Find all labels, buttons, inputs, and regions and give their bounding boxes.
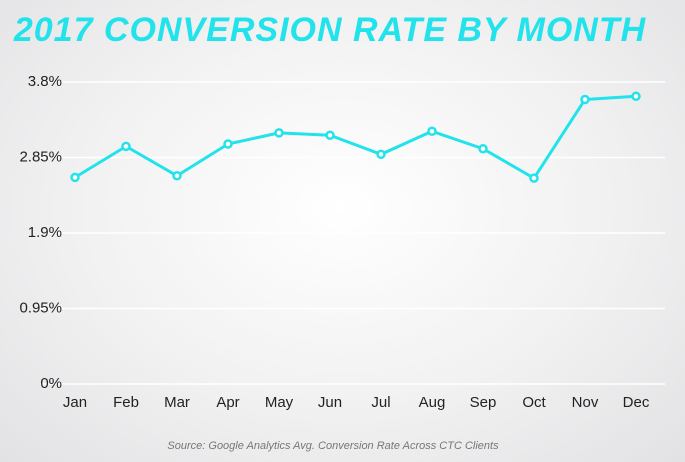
- data-point: [172, 171, 182, 181]
- data-point: [376, 149, 386, 160]
- data-point: [529, 173, 539, 183]
- y-tick-label: 0.95%: [19, 299, 62, 316]
- data-point: [580, 94, 590, 105]
- y-tick-label: 1.9%: [28, 224, 62, 241]
- data-point: [427, 126, 437, 137]
- x-tick-label: Feb: [113, 394, 139, 411]
- x-tick-label: May: [265, 394, 294, 411]
- y-tick-label: 2.85%: [19, 148, 62, 165]
- x-tick-label: Sep: [470, 394, 497, 411]
- x-tick-label: Jul: [371, 394, 390, 411]
- x-tick-label: Dec: [623, 394, 650, 411]
- x-tick-label: Jun: [318, 394, 342, 411]
- source-note: Source: Google Analytics Avg. Conversion…: [167, 440, 499, 452]
- y-tick-label: 0%: [40, 375, 62, 392]
- data-point: [274, 128, 284, 138]
- x-tick-label: Mar: [164, 394, 190, 411]
- data-point: [631, 91, 641, 102]
- x-tick-label: Aug: [419, 394, 446, 411]
- y-tick-label: 3.8%: [28, 73, 62, 90]
- x-tick-label: Oct: [522, 394, 546, 411]
- data-point: [325, 130, 335, 140]
- data-point: [223, 139, 233, 149]
- data-point: [121, 141, 131, 152]
- data-line: [74, 94, 637, 180]
- x-tick-label: Nov: [572, 394, 599, 411]
- data-point: [70, 172, 80, 183]
- chart-title: 2017 CONVERSION RATE BY MONTH: [13, 11, 647, 49]
- x-tick-label: Apr: [216, 394, 239, 411]
- data-point: [478, 144, 488, 154]
- x-tick-label: Jan: [63, 394, 87, 411]
